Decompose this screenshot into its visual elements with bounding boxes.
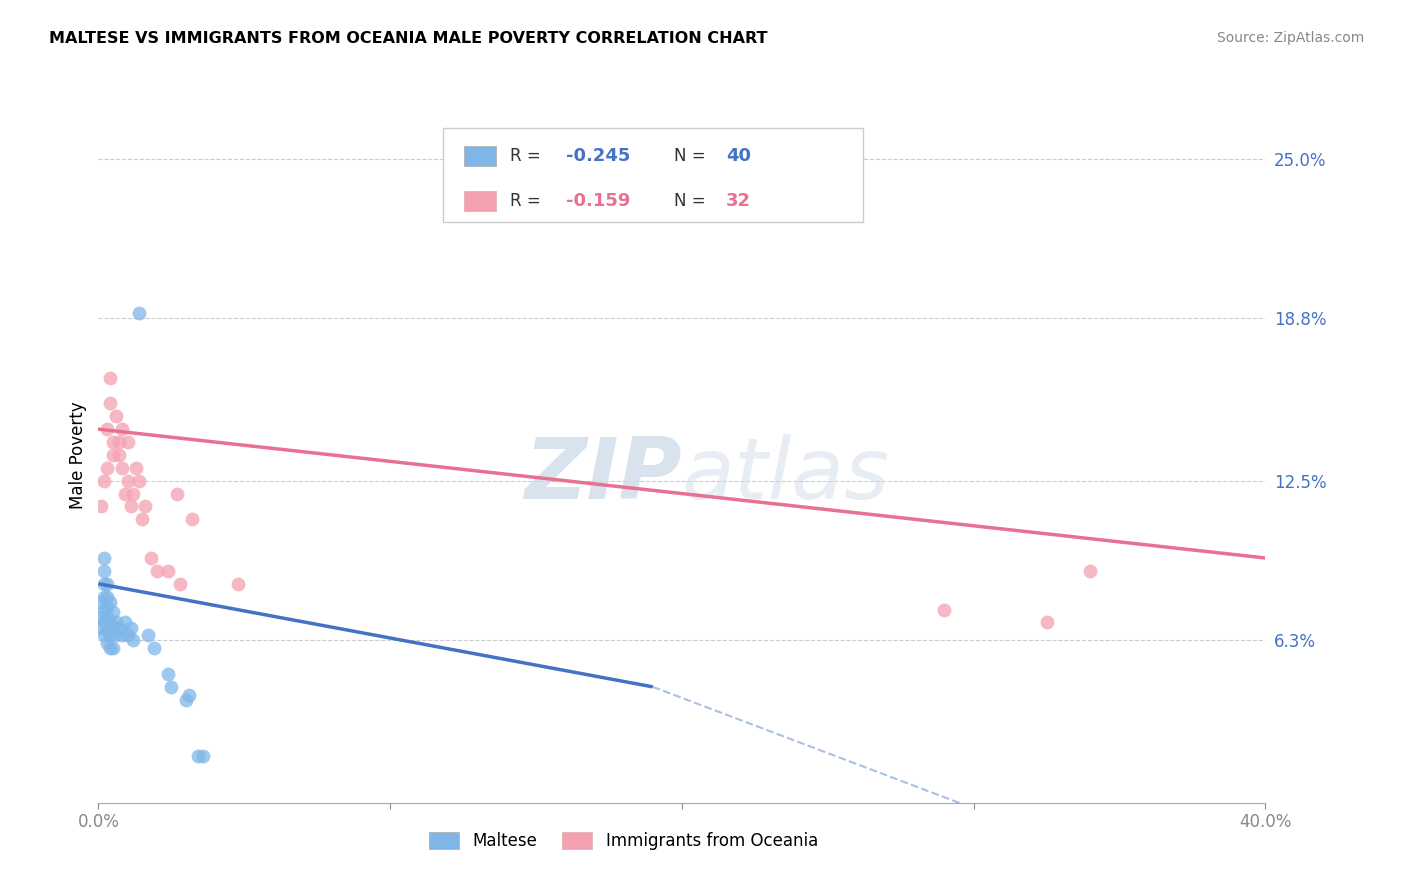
Point	[1080, 564, 1102, 578]
Point	[114, 615, 136, 630]
Point	[187, 749, 209, 764]
Point	[98, 615, 121, 630]
Point	[934, 602, 956, 616]
Text: MALTESE VS IMMIGRANTS FROM OCEANIA MALE POVERTY CORRELATION CHART: MALTESE VS IMMIGRANTS FROM OCEANIA MALE …	[49, 31, 768, 46]
Point	[131, 512, 153, 526]
Point	[157, 667, 180, 681]
Point	[96, 460, 118, 475]
Point	[104, 615, 127, 630]
Text: 32: 32	[727, 192, 751, 211]
Text: N =: N =	[673, 192, 710, 211]
Text: R =: R =	[510, 147, 547, 165]
Point	[117, 435, 139, 450]
Point	[146, 564, 169, 578]
Point	[93, 576, 115, 591]
Point	[93, 615, 115, 630]
Point	[98, 370, 121, 384]
Text: N =: N =	[673, 147, 710, 165]
Legend: Maltese, Immigrants from Oceania: Maltese, Immigrants from Oceania	[422, 826, 825, 857]
Text: ZIP: ZIP	[524, 434, 682, 517]
Text: atlas: atlas	[682, 434, 890, 517]
Text: 40: 40	[727, 147, 751, 165]
Point	[101, 448, 124, 462]
Point	[128, 474, 150, 488]
Point	[104, 628, 127, 642]
Point	[177, 688, 200, 702]
Point	[193, 749, 215, 764]
Point	[174, 692, 197, 706]
Point	[120, 621, 142, 635]
Text: -0.245: -0.245	[567, 147, 631, 165]
Point	[96, 636, 118, 650]
Point	[136, 628, 159, 642]
Point	[93, 602, 115, 616]
Point	[101, 605, 124, 619]
Point	[96, 590, 118, 604]
Bar	[464, 192, 496, 211]
Point	[122, 633, 145, 648]
Point	[90, 500, 112, 514]
Point	[96, 623, 118, 637]
Point	[117, 474, 139, 488]
Point	[101, 621, 124, 635]
Point	[93, 474, 115, 488]
Point	[180, 512, 202, 526]
Point	[108, 621, 131, 635]
Point	[101, 641, 124, 656]
Point	[90, 595, 112, 609]
Point	[96, 599, 118, 614]
Point	[93, 564, 115, 578]
Point	[117, 628, 139, 642]
Point	[122, 486, 145, 500]
Point	[134, 500, 156, 514]
Point	[90, 621, 112, 635]
Point	[96, 610, 118, 624]
Point	[128, 306, 150, 320]
Text: -0.159: -0.159	[567, 192, 631, 211]
Point	[108, 435, 131, 450]
Point	[108, 448, 131, 462]
Point	[96, 422, 118, 436]
Point	[114, 486, 136, 500]
Point	[104, 409, 127, 424]
Point	[166, 486, 188, 500]
Point	[96, 576, 118, 591]
Point	[157, 564, 180, 578]
Point	[111, 460, 134, 475]
Point	[111, 628, 134, 642]
Point	[90, 610, 112, 624]
Bar	[464, 146, 496, 166]
Point	[93, 551, 115, 566]
Text: Source: ZipAtlas.com: Source: ZipAtlas.com	[1216, 31, 1364, 45]
Point	[93, 628, 115, 642]
Text: R =: R =	[510, 192, 551, 211]
Point	[98, 641, 121, 656]
FancyBboxPatch shape	[443, 128, 863, 222]
Point	[1035, 615, 1057, 630]
Point	[142, 641, 165, 656]
Point	[98, 396, 121, 410]
Point	[228, 576, 250, 591]
Point	[160, 680, 183, 694]
Point	[101, 435, 124, 450]
Point	[125, 460, 148, 475]
Y-axis label: Male Poverty: Male Poverty	[69, 401, 87, 508]
Point	[120, 500, 142, 514]
Point	[169, 576, 191, 591]
Point	[139, 551, 162, 566]
Point	[98, 595, 121, 609]
Point	[111, 422, 134, 436]
Point	[93, 590, 115, 604]
Point	[98, 628, 121, 642]
